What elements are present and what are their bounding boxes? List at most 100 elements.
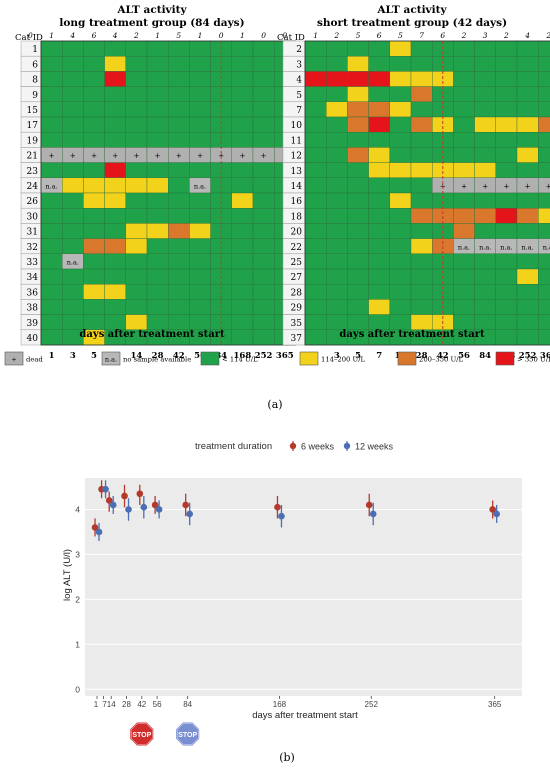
heat-cell-normal bbox=[326, 253, 348, 270]
cat-id-label: 20 bbox=[291, 228, 303, 238]
na-label: n.a. bbox=[543, 243, 550, 251]
heat-cell-normal bbox=[410, 40, 433, 57]
heat-cell-normal bbox=[146, 238, 169, 255]
heat-cell-normal bbox=[62, 238, 84, 255]
heat-cell-normal bbox=[252, 329, 275, 346]
cat-id-label: 31 bbox=[27, 228, 38, 238]
heat-cell-normal bbox=[304, 147, 327, 163]
heat-cell-mild bbox=[62, 177, 84, 194]
heat-cell-normal bbox=[125, 253, 148, 270]
heat-cell-normal bbox=[167, 40, 190, 57]
heat-cell-normal bbox=[189, 284, 211, 300]
heat-cell-normal bbox=[252, 101, 275, 118]
heat-cell-normal bbox=[125, 116, 148, 133]
heat-cell-normal bbox=[516, 56, 539, 72]
heat-cell-normal bbox=[252, 56, 275, 72]
heat-cell-normal bbox=[83, 71, 105, 87]
heat-cell-normal bbox=[40, 299, 63, 315]
cat-id-label: 12 bbox=[291, 152, 302, 162]
heat-cell-normal bbox=[474, 86, 497, 102]
heat-cell-normal bbox=[326, 238, 348, 255]
heat-cell-normal bbox=[83, 101, 105, 118]
cat-id-label: 4 bbox=[296, 76, 302, 86]
heat-cell-normal bbox=[189, 314, 211, 331]
data-point bbox=[274, 503, 281, 511]
heat-cell-normal bbox=[538, 329, 550, 346]
column-count-label: 0 bbox=[219, 31, 224, 40]
column-count-label: 5 bbox=[398, 31, 403, 40]
stop-sign-outline bbox=[130, 722, 154, 746]
heat-cell-moderate bbox=[83, 238, 105, 255]
heat-cell-normal bbox=[326, 86, 348, 102]
dead-marker: + bbox=[176, 152, 182, 160]
heat-cell-normal bbox=[189, 207, 211, 224]
heat-cell-normal bbox=[231, 284, 254, 300]
heat-cell-normal bbox=[538, 253, 550, 270]
heat-cell-normal bbox=[189, 192, 211, 209]
heat-cell-normal bbox=[146, 192, 169, 209]
heat-cell-mild bbox=[516, 116, 539, 133]
cat-id-label: 5 bbox=[296, 91, 302, 101]
x-tick-label: 365 bbox=[276, 351, 294, 361]
heat-cell-normal bbox=[125, 207, 148, 224]
x-tick-label: 28 bbox=[152, 351, 164, 361]
dead-marker: + bbox=[91, 152, 97, 160]
heat-cell-mild bbox=[104, 284, 126, 300]
heat-cell-normal bbox=[389, 238, 412, 255]
heat-cell-normal bbox=[146, 162, 169, 179]
heat-cell-normal bbox=[538, 299, 550, 315]
data-point bbox=[105, 497, 113, 504]
heat-cell-normal bbox=[347, 238, 369, 255]
heat-cell-normal bbox=[410, 268, 433, 285]
heat-cell-mild bbox=[410, 314, 433, 331]
heatmap-left-subtitle: long treatment group (84 days) bbox=[59, 17, 244, 29]
column-count-label: 2 bbox=[333, 31, 339, 40]
heat-cell-normal bbox=[40, 116, 63, 133]
heat-cell-normal bbox=[410, 101, 433, 118]
column-count-label: 1 bbox=[155, 31, 160, 40]
heat-cell-normal bbox=[326, 131, 348, 148]
heat-cell-normal bbox=[474, 268, 497, 285]
heat-cell-moderate bbox=[538, 116, 550, 133]
heat-cell-normal bbox=[146, 253, 169, 270]
heat-cell-normal bbox=[389, 223, 412, 239]
data-point bbox=[125, 506, 132, 513]
heat-cell-normal bbox=[368, 223, 391, 239]
heat-cell-normal bbox=[125, 71, 148, 87]
heat-cell-normal bbox=[326, 147, 348, 163]
heat-cell-normal bbox=[167, 192, 190, 209]
heat-cell-mild bbox=[146, 177, 169, 194]
heat-cell-normal bbox=[495, 101, 518, 118]
heat-cell-normal bbox=[538, 86, 550, 102]
heat-cell-normal bbox=[347, 207, 369, 224]
heat-cell-normal bbox=[252, 131, 275, 148]
heat-cell-normal bbox=[410, 223, 433, 239]
heat-cell-normal bbox=[252, 192, 275, 209]
heat-cell-normal bbox=[347, 40, 369, 57]
heat-cell-normal bbox=[389, 131, 412, 148]
column-count-label: 0 bbox=[282, 31, 287, 40]
x-tick-label: 84 bbox=[215, 351, 227, 361]
heat-cell-mild bbox=[432, 162, 454, 179]
heat-cell-normal bbox=[474, 147, 497, 163]
heat-cell-normal bbox=[146, 71, 169, 87]
column-count-label: 0 bbox=[261, 31, 266, 40]
heat-cell-normal bbox=[368, 56, 391, 72]
heat-cell-normal bbox=[252, 223, 275, 239]
heat-cell-severe bbox=[326, 71, 348, 87]
heat-cell-normal bbox=[104, 268, 126, 285]
heat-cell-normal bbox=[40, 329, 63, 346]
dead-marker: + bbox=[155, 152, 161, 160]
na-label: n.a. bbox=[479, 243, 491, 251]
heat-cell-normal bbox=[326, 284, 348, 300]
heat-cell-normal bbox=[410, 192, 433, 209]
heat-cell-normal bbox=[210, 177, 233, 194]
heat-cell-normal bbox=[231, 40, 254, 57]
heat-cell-mild bbox=[389, 40, 412, 57]
heat-cell-normal bbox=[252, 314, 275, 331]
heat-cell-normal bbox=[83, 40, 105, 57]
heat-cell-mild bbox=[347, 56, 369, 72]
heat-cell-mild bbox=[410, 238, 433, 255]
heat-cell-normal bbox=[104, 253, 126, 270]
heat-cell-normal bbox=[252, 71, 275, 87]
